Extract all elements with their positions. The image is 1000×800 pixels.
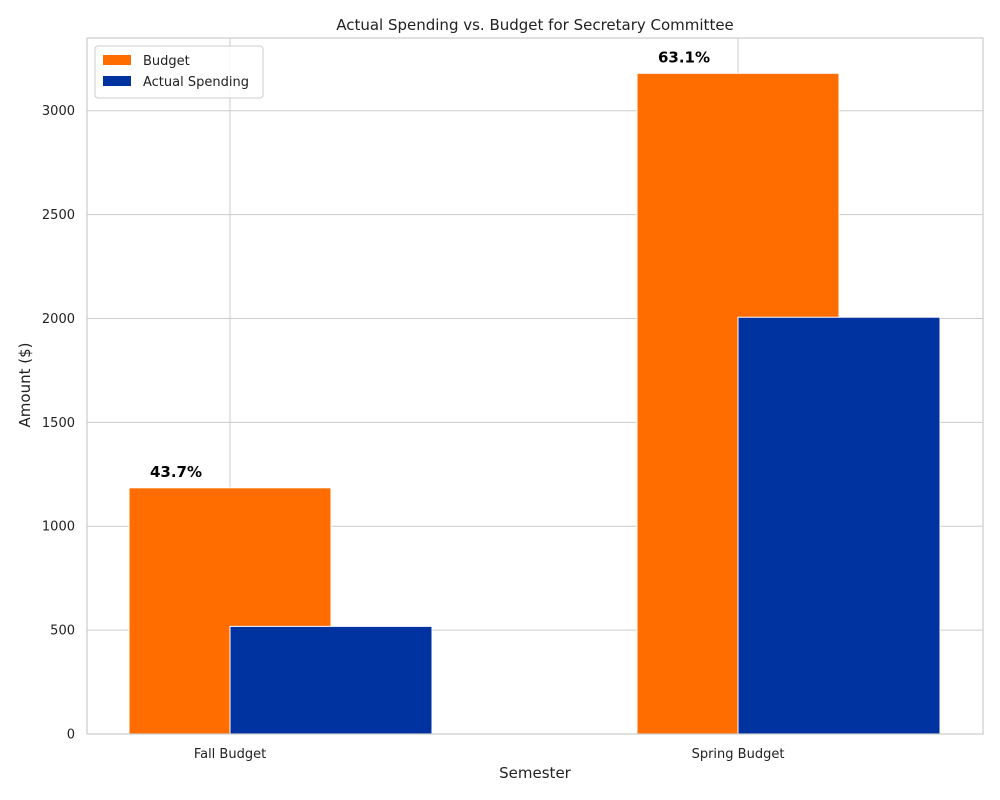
actual-spending-bar <box>229 625 433 735</box>
y-tick-label: 2500 <box>42 208 75 223</box>
x-axis-ticks: Fall Budget Spring Budget <box>194 747 785 762</box>
legend-swatch <box>103 76 131 86</box>
percent-spent-label: 63.1% <box>658 48 710 66</box>
y-tick-label: 500 <box>50 624 75 639</box>
legend-box <box>94 45 264 99</box>
actual-spending-bar <box>737 316 941 735</box>
y-tick-label: 2000 <box>42 312 75 327</box>
bar-value-labels: 43.7% 63.1% <box>150 48 710 480</box>
y-tick-label: 0 <box>67 728 75 743</box>
x-axis-label: Semester <box>499 764 572 782</box>
y-tick-label: 1500 <box>42 416 75 431</box>
x-tick-label: Fall Budget <box>194 747 266 762</box>
legend: Budget Actual Spending <box>94 45 264 99</box>
plot-frame <box>86 37 984 735</box>
y-axis-label: Amount ($) <box>16 343 34 428</box>
x-tick-label: Spring Budget <box>692 747 785 762</box>
legend-label: Budget <box>143 54 190 69</box>
y-tick-label: 3000 <box>42 104 75 119</box>
y-tick-label: 1000 <box>42 520 75 535</box>
bars <box>128 72 941 735</box>
percent-spent-label: 43.7% <box>150 463 202 481</box>
legend-swatch <box>103 55 131 65</box>
legend-label: Actual Spending <box>143 75 249 90</box>
chart-title: Actual Spending vs. Budget for Secretary… <box>336 16 734 34</box>
y-axis-ticks: 0 500 1000 1500 2000 2500 3000 <box>42 104 75 742</box>
